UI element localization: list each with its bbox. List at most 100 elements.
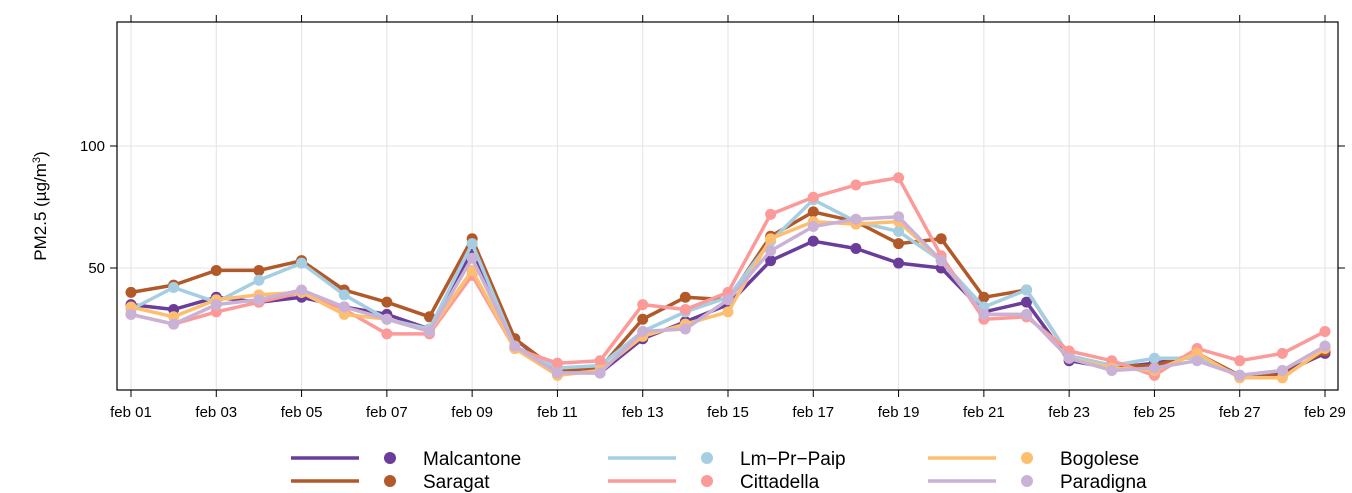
legend-item: Paradigna (928, 472, 1147, 493)
data-point (296, 257, 308, 269)
data-point (381, 296, 393, 308)
data-point (722, 306, 734, 318)
data-point (1106, 364, 1118, 376)
data-point (594, 367, 606, 379)
series-5 (125, 211, 1331, 381)
data-point (551, 367, 563, 379)
x-tick-label: feb 05 (281, 404, 323, 421)
data-point (935, 255, 947, 267)
data-point (168, 318, 180, 330)
data-point (125, 308, 137, 320)
data-point (807, 191, 819, 203)
data-point (1276, 347, 1288, 359)
data-point (637, 313, 649, 325)
data-point (1276, 364, 1288, 376)
legend-item: Malcantone (291, 449, 521, 470)
data-point (893, 238, 905, 250)
data-point (893, 257, 905, 269)
data-point (424, 325, 435, 337)
y-axis-title-sup: 3 (31, 157, 43, 163)
data-point (1234, 369, 1246, 381)
data-point (168, 282, 180, 294)
x-tick-label: feb 23 (1048, 404, 1090, 421)
data-point (253, 264, 265, 276)
axis-ticks: feb 01 feb 03 feb 05 feb 07 feb 09 feb 11 feb … (80, 15, 1346, 421)
data-point (1063, 352, 1075, 364)
legend-marker (1021, 475, 1033, 487)
data-point (381, 328, 393, 340)
data-point (850, 213, 862, 225)
data-point (1191, 355, 1203, 367)
data-point (1234, 355, 1246, 367)
data-point (338, 289, 350, 301)
data-point (893, 172, 905, 184)
data-point (210, 299, 222, 311)
legend-item: Bogolese (928, 449, 1139, 470)
y-tick-label: 100 (80, 138, 105, 155)
legend-marker (701, 452, 713, 464)
legend-label: Bogolese (1060, 449, 1139, 470)
data-point (679, 323, 691, 335)
data-point (296, 284, 308, 296)
data-point (424, 311, 435, 323)
y-axis-title: PM2.5 (µg/m3) (31, 151, 50, 260)
legend-marker (701, 475, 713, 487)
data-point (551, 357, 563, 369)
x-tick-label: feb 13 (622, 404, 664, 421)
data-point (210, 264, 222, 276)
data-point (893, 225, 905, 237)
data-point (381, 313, 393, 325)
data-point (466, 238, 478, 250)
data-point (765, 245, 777, 257)
data-point (1021, 308, 1032, 320)
grid-lines (117, 22, 1338, 390)
x-tick-label: feb 21 (963, 404, 1005, 421)
data-point (722, 294, 734, 306)
x-tick-label: feb 07 (366, 404, 408, 421)
legend-label: Saragat (423, 472, 490, 493)
legend-item: Cittadella (608, 472, 820, 493)
x-tick-label: feb 25 (1134, 404, 1176, 421)
x-tick-label: feb 09 (451, 404, 493, 421)
data-point (1148, 362, 1160, 374)
data-point (125, 286, 137, 298)
legend-item: Saragat (291, 472, 490, 493)
y-axis-title-end: ) (31, 151, 50, 157)
data-point (807, 221, 819, 233)
data-point (253, 274, 265, 286)
data-point (509, 340, 521, 352)
legend-label: Malcantone (423, 449, 521, 470)
x-tick-label: feb 03 (195, 404, 237, 421)
series-layer (125, 172, 1331, 384)
legend-marker (384, 475, 396, 487)
data-point (765, 255, 777, 267)
data-point (807, 235, 819, 247)
x-tick-label: feb 15 (707, 404, 749, 421)
legend-label: Cittadella (740, 472, 820, 493)
data-point (850, 179, 862, 191)
data-point (893, 211, 905, 223)
legend-item: Lm−Pr−Paip (608, 449, 846, 470)
data-point (1021, 296, 1032, 308)
legend-marker (384, 452, 396, 464)
x-tick-label: feb 19 (878, 404, 920, 421)
data-point (935, 233, 947, 245)
x-tick-label: feb 29 (1304, 404, 1346, 421)
x-tick-label: feb 11 (537, 404, 578, 421)
x-tick-label: feb 17 (792, 404, 834, 421)
data-point (637, 325, 649, 337)
data-point (466, 252, 478, 264)
data-point (1319, 340, 1331, 352)
data-point (765, 208, 777, 220)
data-point (850, 242, 862, 254)
data-point (978, 291, 990, 303)
data-point (637, 299, 649, 311)
x-tick-label: feb 01 (110, 404, 152, 421)
data-point (978, 308, 990, 320)
data-point (679, 291, 691, 303)
legend-label: Lm−Pr−Paip (740, 449, 846, 470)
data-point (253, 294, 265, 306)
x-tick-label: feb 27 (1219, 404, 1261, 421)
y-axis-title-base: PM2.5 (µg/m (31, 163, 50, 261)
